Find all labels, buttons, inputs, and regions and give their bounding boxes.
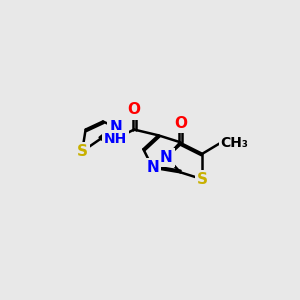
Text: CH₃: CH₃ — [221, 136, 249, 150]
Text: O: O — [174, 116, 187, 131]
Text: N: N — [160, 150, 173, 165]
Text: S: S — [76, 144, 88, 159]
Text: N: N — [146, 160, 159, 175]
Text: S: S — [197, 172, 208, 187]
Text: N: N — [109, 120, 122, 135]
Text: O: O — [128, 102, 141, 117]
Text: NH: NH — [104, 132, 127, 146]
